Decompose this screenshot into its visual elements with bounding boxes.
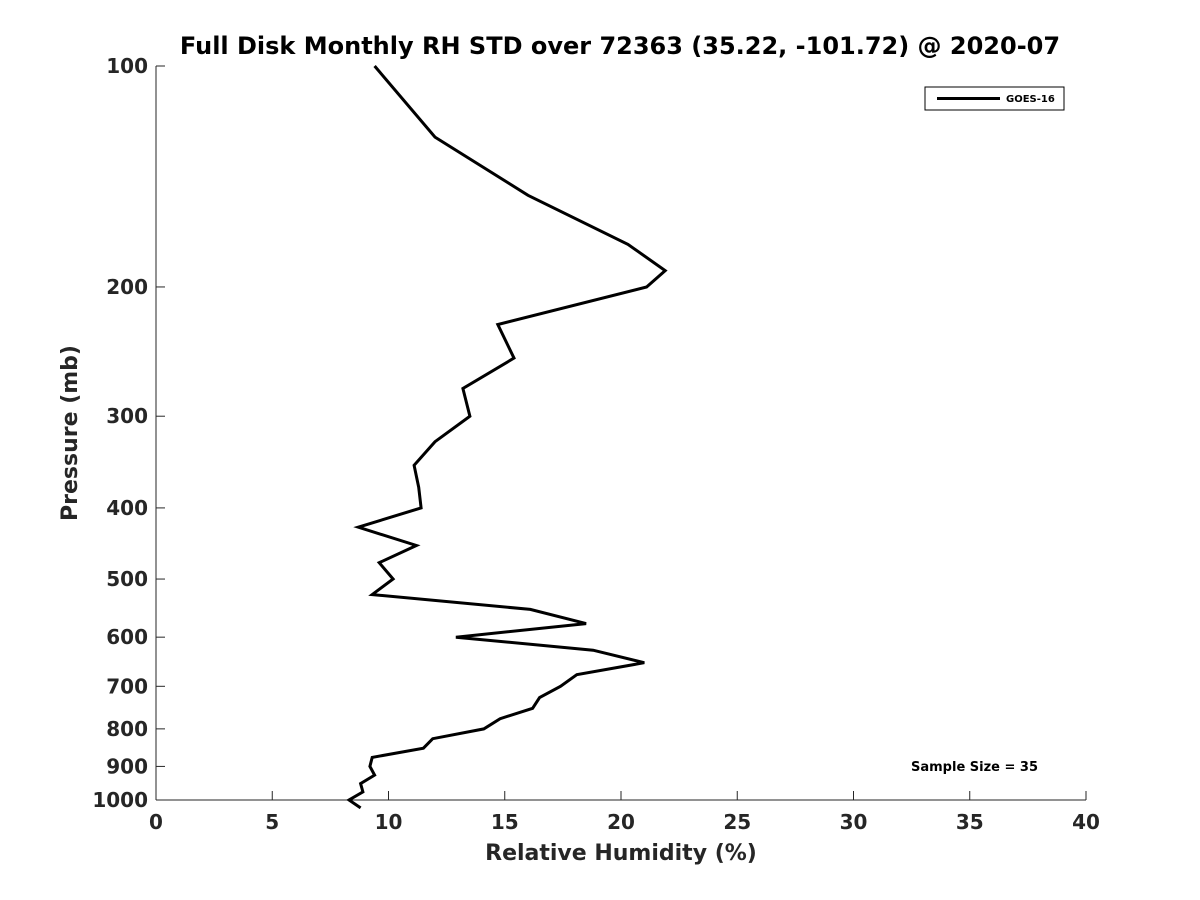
x-tick-label: 40 <box>1072 810 1100 834</box>
legend: GOES-16 <box>924 86 1065 111</box>
x-tick-label: 10 <box>375 810 403 834</box>
y-tick-label: 300 <box>106 404 148 428</box>
y-tick-label: 600 <box>106 625 148 649</box>
y-tick-label: 800 <box>106 717 148 741</box>
x-tick-label: 0 <box>149 810 163 834</box>
x-tick-label: 20 <box>607 810 635 834</box>
y-tick-label: 100 <box>106 54 148 78</box>
x-tick-label: 35 <box>956 810 984 834</box>
x-tick-label: 5 <box>265 810 279 834</box>
y-tick-label: 200 <box>106 275 148 299</box>
y-tick-label: 500 <box>106 567 148 591</box>
sample-size-annotation: Sample Size = 35 <box>911 760 1038 775</box>
x-tick-label: 15 <box>491 810 519 834</box>
series-layer <box>346 65 668 810</box>
x-axis-label: Relative Humidity (%) <box>485 841 757 866</box>
legend-label-goes16: GOES-16 <box>1006 94 1055 105</box>
y-axis-label: Pressure (mb) <box>58 345 83 521</box>
series-line-goes-16 <box>346 65 668 810</box>
x-tick-label: 25 <box>723 810 751 834</box>
y-tick-label: 1000 <box>92 788 148 812</box>
y-axis-ticks: 100 200 300 400 500 600 700 800 900 1000 <box>92 54 165 812</box>
x-tick-label: 30 <box>840 810 868 834</box>
y-tick-label: 400 <box>106 496 148 520</box>
x-axis-ticks: 0 5 10 15 20 25 30 35 40 <box>149 791 1100 834</box>
chart-title: Full Disk Monthly RH STD over 72363 (35.… <box>180 32 1060 60</box>
y-tick-label: 900 <box>106 754 148 778</box>
y-tick-label: 700 <box>106 674 148 698</box>
